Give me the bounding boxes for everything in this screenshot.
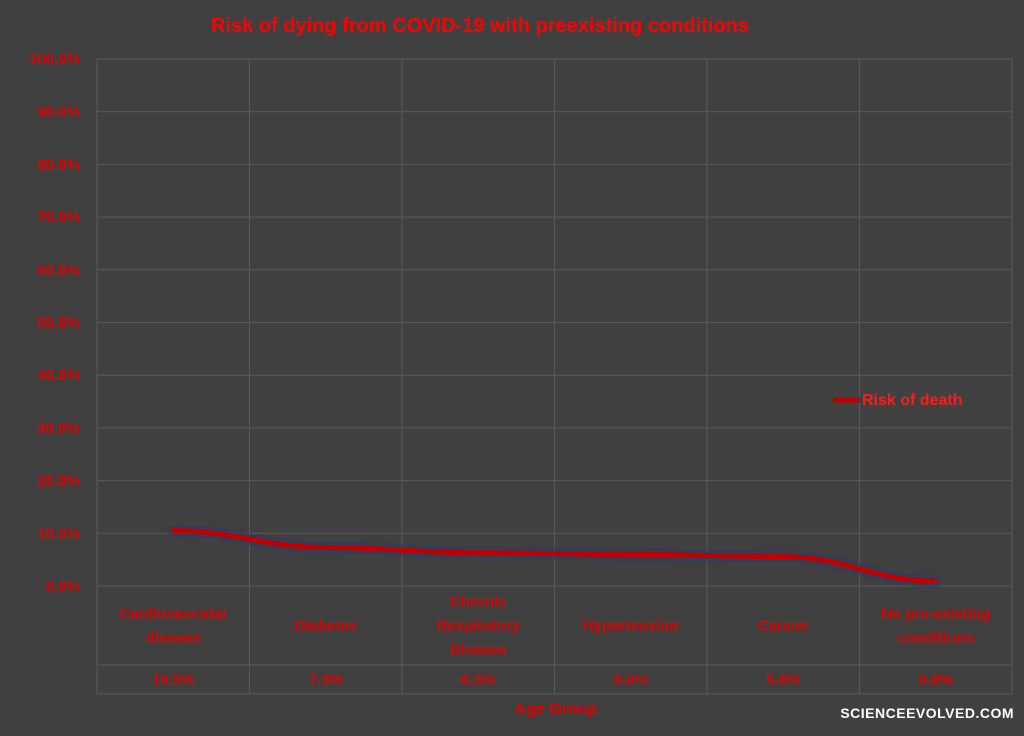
y-tick-label: 0.0%: [46, 578, 80, 595]
y-tick-label: 50.0%: [37, 315, 80, 332]
watermark-text: SCIENCEEVOLVED.COM: [840, 705, 1014, 721]
y-tick-label: 40.0%: [37, 367, 80, 384]
data-point: [323, 545, 329, 551]
data-point: [170, 528, 176, 534]
x-axis-title: Age Group: [515, 701, 598, 718]
y-tick-label: 80.0%: [37, 156, 80, 173]
y-tick-label: 60.0%: [37, 262, 80, 279]
gridlines: [96, 58, 1013, 694]
y-axis-ticks: 0.0% 10.0% 20.0% 30.0% 40.0% 50.0% 60.0% 70.0% 8…: [29, 51, 80, 595]
data-point: [933, 578, 939, 584]
category-label: Diabetes: [294, 618, 357, 635]
data-point: [780, 553, 786, 559]
table-value-label: 5.6%: [766, 672, 800, 689]
table-value-label: 10.5%: [152, 672, 195, 689]
y-tick-label: 100.0%: [29, 51, 80, 68]
table-value-label: 7.3%: [309, 672, 343, 689]
table-value-label: 6.0%: [614, 672, 648, 689]
data-point: [628, 551, 634, 557]
table-value-label: 6.3%: [461, 672, 495, 689]
y-tick-label: 70.0%: [37, 209, 80, 226]
category-label: No pre-existing conditions: [881, 606, 990, 647]
series-layer: [167, 524, 942, 588]
data-table: Cardiovascular disease Diabetes Chronic Resp…: [97, 594, 1012, 695]
y-tick-label: 90.0%: [37, 104, 80, 121]
legend: Risk of death: [833, 392, 962, 409]
category-label: Cancer: [758, 618, 809, 635]
category-label: Cardiovascular disease: [119, 606, 228, 647]
y-tick-label: 20.0%: [37, 473, 80, 490]
category-label: Hypertension: [583, 618, 679, 635]
legend-label: Risk of death: [862, 392, 962, 409]
data-point: [475, 550, 481, 556]
table-value-label: 0.9%: [919, 672, 953, 689]
y-tick-label: 10.0%: [37, 525, 80, 542]
series-line-risk-of-death: [170, 528, 939, 584]
category-label: Chronic Respiratory Disease: [437, 594, 521, 659]
y-tick-label: 30.0%: [37, 420, 80, 437]
chart-title: Risk of dying from COVID-19 with preexis…: [211, 15, 749, 37]
